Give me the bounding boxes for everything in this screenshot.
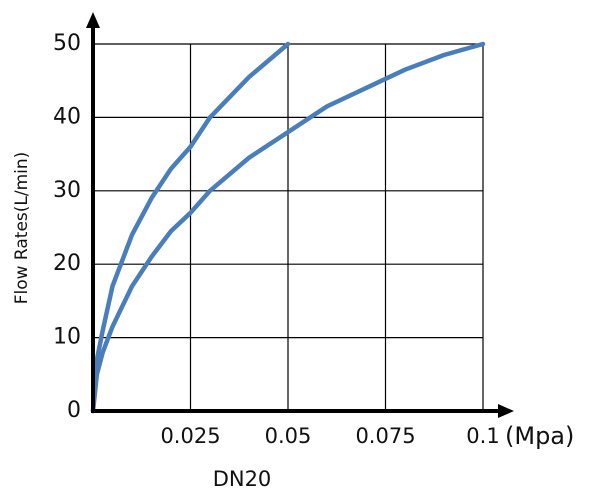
y-tick-label: 30 <box>53 178 81 203</box>
y-tick-label: 20 <box>53 251 81 276</box>
data-line <box>90 41 486 414</box>
y-tick-label: 50 <box>53 31 81 56</box>
y-axis-arrow <box>86 12 100 28</box>
y-tick-label: 10 <box>53 325 81 350</box>
y-tick-label: 0 <box>67 398 81 423</box>
chart-title: DN20 <box>213 467 272 491</box>
x-tick-label: 0.075 <box>355 424 415 448</box>
x-tick-label: 0.025 <box>160 424 220 448</box>
y-tick-label: 40 <box>53 104 81 129</box>
y-axis-label: Flow Rates(L/min) <box>12 152 32 305</box>
grid <box>93 43 484 412</box>
x-tick-label: 0.05 <box>265 424 312 448</box>
data-line <box>90 41 291 414</box>
x-tick-label: 0.1 <box>466 424 499 448</box>
plot <box>90 41 486 414</box>
x-axis-label: (Mpa) <box>505 422 574 450</box>
x-axis-arrow <box>498 404 514 418</box>
